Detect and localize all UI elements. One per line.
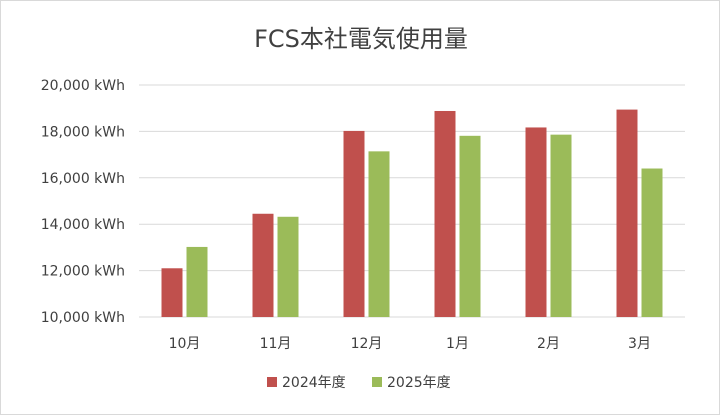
bar-series-2-2 bbox=[368, 151, 390, 317]
x-axis-tick-labels: 10月 11月 12月 1月 2月 3月 bbox=[169, 336, 651, 352]
bar-series-1-1 bbox=[252, 213, 274, 317]
bar-series-2-1 bbox=[277, 216, 299, 317]
bar-series-1-4 bbox=[525, 127, 547, 318]
bar-series-1-2 bbox=[343, 130, 365, 317]
x-tick-label: 1月 bbox=[446, 336, 469, 352]
bar-series-2-0 bbox=[186, 246, 208, 317]
legend-label: 2024年度 bbox=[282, 375, 346, 391]
bars bbox=[161, 109, 663, 318]
legend: 2024年度 2025年度 bbox=[267, 375, 451, 391]
bar-series-2-5 bbox=[641, 168, 663, 317]
bar-series-1-0 bbox=[161, 268, 183, 317]
x-tick-label: 11月 bbox=[260, 336, 292, 352]
y-tick-label: 14,000 kWh bbox=[41, 217, 125, 233]
legend-swatch bbox=[372, 377, 382, 387]
bar-series-1-5 bbox=[616, 109, 638, 317]
y-tick-label: 12,000 kWh bbox=[41, 264, 125, 280]
y-tick-label: 18,000 kWh bbox=[41, 124, 125, 140]
y-tick-label: 16,000 kWh bbox=[41, 171, 125, 187]
legend-swatch bbox=[267, 377, 277, 387]
bar-series-1-3 bbox=[434, 110, 456, 317]
y-tick-label: 20,000 kWh bbox=[41, 78, 125, 94]
x-tick-label: 2月 bbox=[537, 336, 560, 352]
y-axis-tick-labels: 10,000 kWh 12,000 kWh 14,000 kWh 16,000 kWh… bbox=[41, 78, 125, 326]
chart-title: FCS本社電気使用量 bbox=[254, 25, 468, 53]
bar-series-2-4 bbox=[550, 134, 572, 317]
x-tick-label: 10月 bbox=[169, 336, 201, 352]
legend-label: 2025年度 bbox=[387, 375, 451, 391]
x-tick-label: 12月 bbox=[351, 336, 383, 352]
y-tick-label: 10,000 kWh bbox=[41, 310, 125, 326]
x-tick-label: 3月 bbox=[628, 336, 651, 352]
bar-series-2-3 bbox=[459, 135, 481, 317]
gridlines bbox=[139, 84, 685, 318]
